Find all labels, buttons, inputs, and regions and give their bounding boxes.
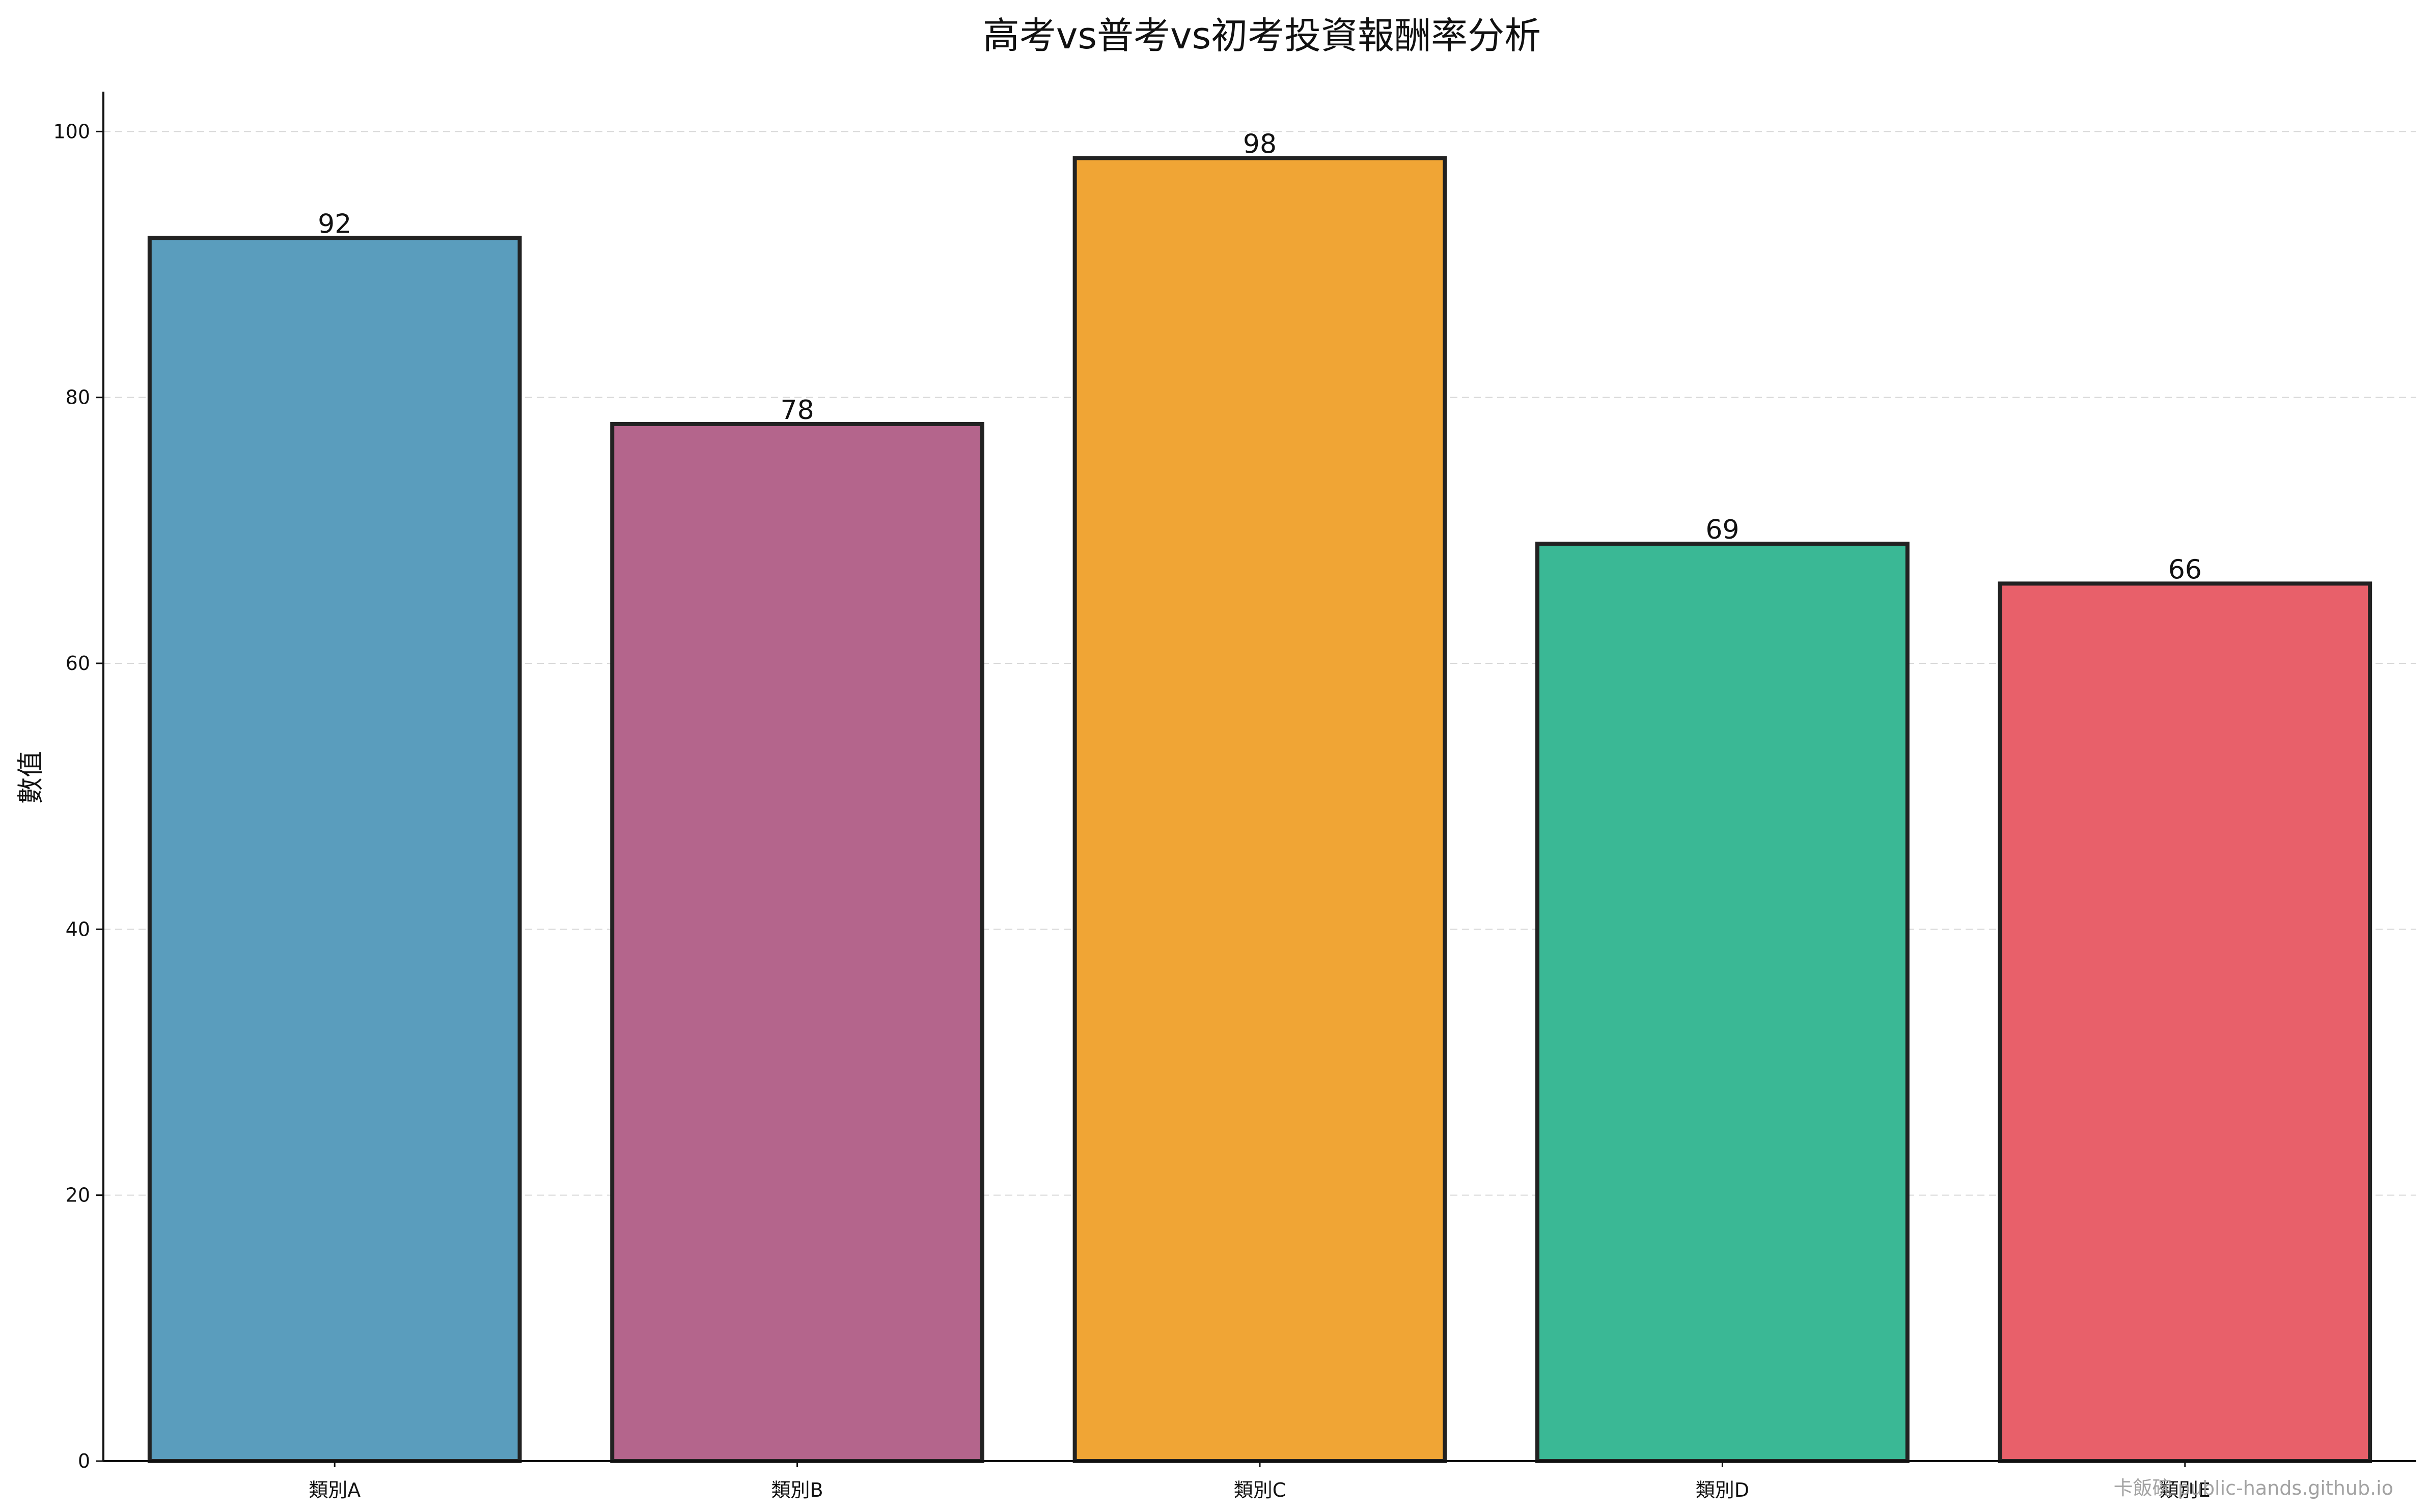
chart-title: 高考vs普考vs初考投資報酬率分析	[983, 14, 1541, 57]
y-tick-label: 80	[66, 386, 90, 409]
y-tick-label: 20	[66, 1184, 90, 1207]
value-label: 69	[1705, 515, 1739, 545]
bar-類別B	[610, 422, 984, 1463]
value-label: 66	[2168, 554, 2202, 585]
value-label: 78	[781, 395, 814, 426]
bar-類別D	[1535, 541, 1910, 1463]
y-tick-label: 60	[66, 652, 90, 675]
axes: 類別A 類別B 類別C 類別D 類別E 0 20 40 60 80 100	[53, 92, 2416, 1501]
x-tick-label: 類別D	[1696, 1479, 1749, 1501]
bar-類別A	[147, 236, 522, 1464]
bar-類別E	[1998, 581, 2372, 1463]
y-tick-label: 0	[78, 1450, 90, 1472]
value-label: 98	[1243, 129, 1277, 160]
x-tick-label: 類別E	[2160, 1479, 2211, 1501]
x-tick-label: 類別B	[771, 1479, 823, 1501]
bar-類別C	[1072, 156, 1447, 1463]
x-tick-label: 類別C	[1234, 1479, 1286, 1501]
y-tick-label: 100	[53, 120, 90, 143]
value-labels: 92 78 98 69 66	[318, 129, 2202, 585]
bars	[147, 156, 2372, 1464]
y-tick-label: 40	[66, 918, 90, 940]
x-tick-label: 類別A	[309, 1479, 361, 1501]
value-label: 92	[318, 209, 351, 239]
y-axis-label: 數值	[16, 751, 46, 804]
watermark: 卡飯碗 public-hands.github.io	[2114, 1477, 2393, 1499]
